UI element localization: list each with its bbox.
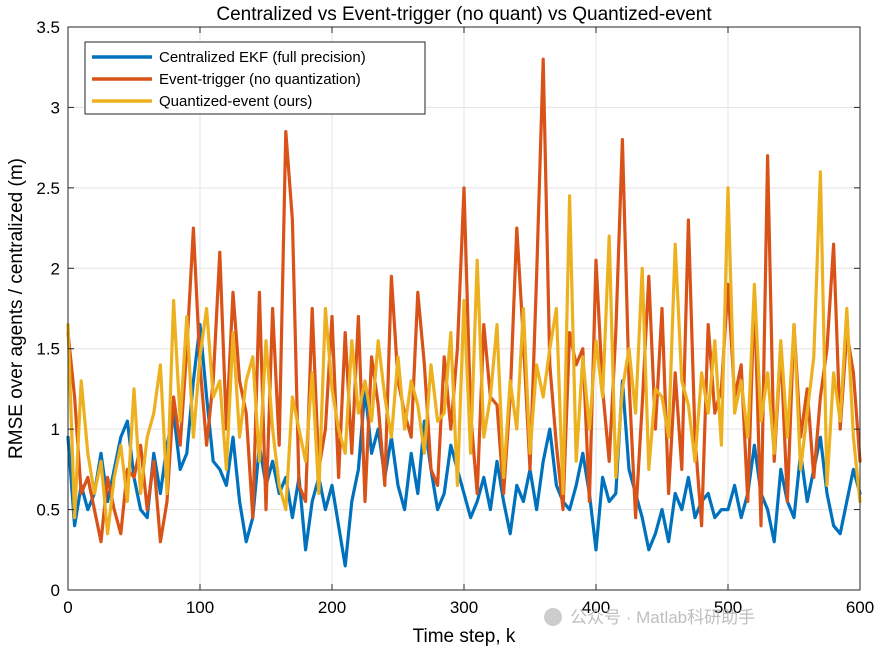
legend-label-centralized: Centralized EKF (full precision)	[159, 49, 366, 66]
legend: Centralized EKF (full precision) Event-t…	[84, 41, 426, 115]
y-tick-label: 1	[51, 420, 60, 439]
y-tick-label: 2.5	[36, 179, 60, 198]
x-tick-label: 300	[450, 598, 478, 617]
x-tick-label: 200	[318, 598, 346, 617]
y-tick-label: 3	[51, 98, 60, 117]
x-tick-label: 600	[846, 598, 874, 617]
y-tick-label: 1.5	[36, 340, 60, 359]
series-layer	[66, 57, 862, 568]
series-line-quantized-event	[66, 170, 862, 536]
y-tick-label: 3.5	[36, 18, 60, 37]
series-line-centralized	[66, 323, 862, 568]
x-tick-label: 0	[63, 598, 72, 617]
y-tick-label: 0	[51, 581, 60, 600]
watermark-text: 公众号 · Matlab科研助手	[570, 608, 755, 627]
wechat-icon	[544, 608, 562, 626]
chart-title: Centralized vs Event-trigger (no quant) …	[216, 4, 712, 25]
y-tick-label: 0.5	[36, 501, 60, 520]
x-axis-label: Time step, k	[413, 626, 516, 647]
watermark: 公众号 · Matlab科研助手	[544, 608, 755, 627]
y-axis-label: RMSE over agents / centralized (m)	[6, 158, 27, 459]
axis-ticks: 0 100 200 300 400 500 600 0 0.5 1 1.5 2 2.5 3 3.5	[36, 18, 874, 617]
legend-label-event-trigger: Event-trigger (no quantization)	[159, 71, 361, 88]
x-tick-label: 100	[186, 598, 214, 617]
x-tick-label: 500	[714, 598, 742, 617]
x-tick-label: 400	[582, 598, 610, 617]
legend-label-quantized-event: Quantized-event (ours)	[159, 93, 312, 110]
y-tick-label: 2	[51, 259, 60, 278]
